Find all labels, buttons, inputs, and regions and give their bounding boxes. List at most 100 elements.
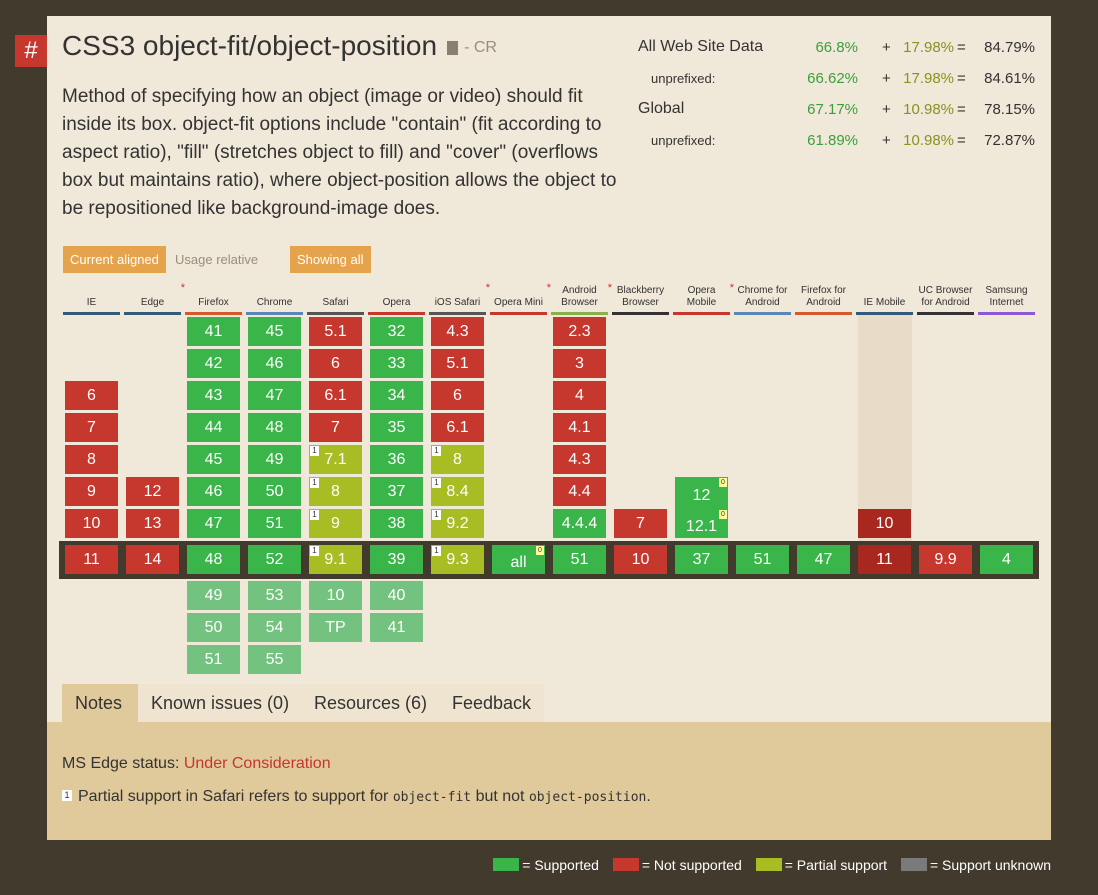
browser-header-ios-safari[interactable]: iOS Safari * (429, 281, 490, 315)
browser-header-firefox-android[interactable]: Firefox for Android (795, 281, 852, 315)
support-cell[interactable]: 2.3 (553, 317, 606, 346)
support-cell[interactable]: 4.3 (553, 445, 606, 474)
support-cell[interactable]: 35 (370, 413, 423, 442)
support-cell[interactable]: 1 7.1 (309, 445, 362, 474)
support-cell[interactable]: 34 (370, 381, 423, 410)
support-cell[interactable]: 12 0 (675, 477, 728, 509)
support-cell[interactable]: 10 (65, 509, 118, 538)
support-cell-current[interactable]: 1 9.3 (431, 545, 484, 574)
edge-status-link[interactable]: Under Consideration (183, 755, 331, 772)
support-cell[interactable]: 51 (248, 509, 301, 538)
support-cell[interactable]: 37 (370, 477, 423, 506)
support-cell[interactable]: 48 (248, 413, 301, 442)
spec-document-icon[interactable] (447, 41, 459, 55)
support-cell-current[interactable]: 14 (126, 545, 179, 574)
support-cell-current[interactable]: 37 (675, 545, 728, 574)
browser-header-chrome[interactable]: Chrome (246, 281, 303, 315)
tab-feedback[interactable]: Feedback (439, 684, 545, 722)
current-aligned-button[interactable]: Current aligned (63, 246, 166, 273)
support-cell[interactable]: 7 (309, 413, 362, 442)
support-cell[interactable]: 4.3 (431, 317, 484, 346)
browser-header-edge[interactable]: Edge * (124, 281, 185, 315)
support-cell-current[interactable]: 51 (553, 545, 606, 574)
support-cell-future[interactable]: 55 (248, 645, 301, 674)
support-cell[interactable]: 45 (187, 445, 240, 474)
support-cell[interactable]: 41 (187, 317, 240, 346)
support-cell[interactable]: 4.4.4 (553, 509, 606, 538)
support-cell-current[interactable]: 52 (248, 545, 301, 574)
support-cell-future[interactable]: 51 (187, 645, 240, 674)
support-cell[interactable]: 46 (248, 349, 301, 378)
support-cell-current[interactable]: 4 (980, 545, 1033, 574)
support-cell-current[interactable]: 47 (797, 545, 850, 574)
support-cell[interactable]: 6.1 (309, 381, 362, 410)
support-cell[interactable]: 32 (370, 317, 423, 346)
support-cell[interactable]: 6 (309, 349, 362, 378)
support-cell[interactable]: 12.1 0 (675, 509, 728, 538)
support-cell-current[interactable]: 39 (370, 545, 423, 574)
support-cell[interactable]: 6 (65, 381, 118, 410)
support-cell-current[interactable]: 48 (187, 545, 240, 574)
support-cell[interactable]: 47 (187, 509, 240, 538)
support-cell[interactable]: 9 (65, 477, 118, 506)
support-cell[interactable]: 7 (614, 509, 667, 538)
support-cell-current[interactable]: 10 (614, 545, 667, 574)
support-cell[interactable]: 38 (370, 509, 423, 538)
support-cell-current[interactable]: all 0 (492, 545, 545, 574)
browser-header-opera-mobile[interactable]: Opera Mobile * (673, 281, 734, 315)
browser-header-ie-mobile[interactable]: IE Mobile (856, 281, 913, 315)
support-cell[interactable]: 7 (65, 413, 118, 442)
browser-header-blackberry[interactable]: Blackberry Browser (612, 281, 669, 315)
browser-header-firefox[interactable]: Firefox (185, 281, 242, 315)
spec-status[interactable]: - CR (464, 39, 497, 56)
support-cell[interactable]: 6.1 (431, 413, 484, 442)
browser-header-uc-browser[interactable]: UC Browser for Android (917, 281, 974, 315)
support-cell[interactable]: 6 (431, 381, 484, 410)
support-cell[interactable]: 1 8.4 (431, 477, 484, 506)
support-cell[interactable]: 4.4 (553, 477, 606, 506)
browser-header-safari[interactable]: Safari (307, 281, 364, 315)
support-cell-future[interactable]: 40 (370, 581, 423, 610)
browser-header-samsung[interactable]: Samsung Internet (978, 281, 1035, 315)
support-cell[interactable]: 13 (126, 509, 179, 538)
support-cell[interactable]: 50 (248, 477, 301, 506)
support-cell[interactable]: 47 (248, 381, 301, 410)
support-cell[interactable]: 46 (187, 477, 240, 506)
support-cell-future[interactable]: 50 (187, 613, 240, 642)
support-cell[interactable]: 5.1 (309, 317, 362, 346)
tab-resources[interactable]: Resources (6) (301, 684, 441, 722)
support-cell-current[interactable]: 51 (736, 545, 789, 574)
tab-notes[interactable]: Notes (62, 684, 138, 722)
support-cell[interactable]: 12 (126, 477, 179, 506)
support-cell[interactable]: 3 (553, 349, 606, 378)
browser-header-chrome-android[interactable]: Chrome for Android (734, 281, 791, 315)
support-cell-future[interactable]: 54 (248, 613, 301, 642)
support-cell[interactable]: 8 (65, 445, 118, 474)
support-cell[interactable]: 49 (248, 445, 301, 474)
support-cell[interactable]: 1 9.2 (431, 509, 484, 538)
support-cell-current[interactable]: 9.9 (919, 545, 972, 574)
support-cell[interactable]: 4 (553, 381, 606, 410)
support-cell[interactable]: 33 (370, 349, 423, 378)
support-cell[interactable]: 45 (248, 317, 301, 346)
tab-known-issues[interactable]: Known issues (0) (138, 684, 303, 722)
support-cell[interactable]: 44 (187, 413, 240, 442)
support-cell[interactable]: 4.1 (553, 413, 606, 442)
support-cell[interactable]: 43 (187, 381, 240, 410)
browser-header-opera-mini[interactable]: Opera Mini * (490, 281, 551, 315)
browser-header-android[interactable]: Android Browser * (551, 281, 612, 315)
support-cell-current[interactable]: 1 9.1 (309, 545, 362, 574)
usage-relative-button[interactable]: Usage relative (175, 252, 259, 267)
support-cell-future[interactable]: 10 (309, 581, 362, 610)
showing-all-button[interactable]: Showing all (290, 246, 371, 273)
support-cell-future[interactable]: TP (309, 613, 362, 642)
support-cell[interactable]: 42 (187, 349, 240, 378)
browser-header-ie[interactable]: IE (63, 281, 120, 315)
support-cell-current[interactable]: 11 (65, 545, 118, 574)
browser-header-opera[interactable]: Opera (368, 281, 425, 315)
support-cell-current[interactable]: 11 (858, 545, 911, 574)
support-cell-future[interactable]: 49 (187, 581, 240, 610)
